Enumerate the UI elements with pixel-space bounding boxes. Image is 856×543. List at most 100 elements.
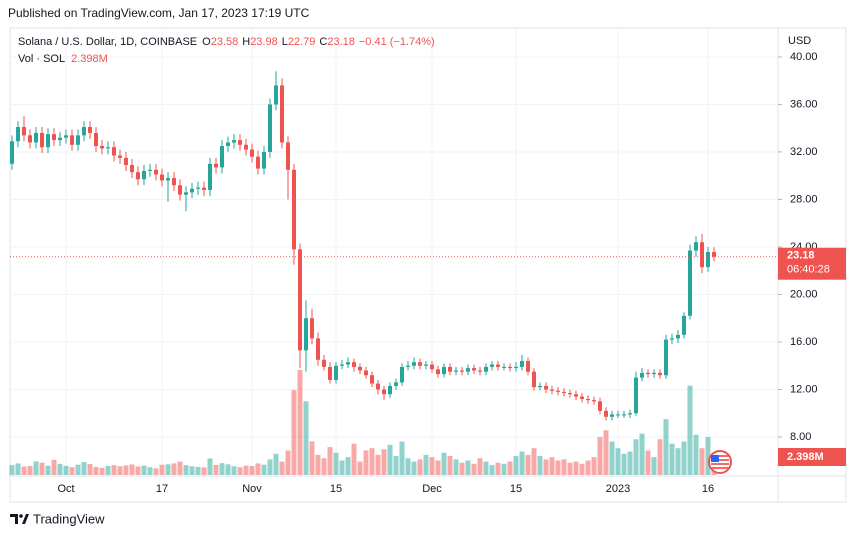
volume-bar (201, 467, 207, 475)
candle-body (586, 398, 590, 401)
candle-body (412, 362, 416, 366)
volume-bar (345, 457, 351, 475)
candle-body (250, 149, 254, 157)
candle-body (322, 359, 326, 367)
candle-body (130, 165, 134, 173)
candle-body (244, 144, 248, 150)
candle-body (580, 396, 584, 399)
candle-body (640, 372, 644, 378)
volume-bar (249, 466, 255, 475)
volume-bar (219, 463, 225, 475)
volume-bar (9, 464, 15, 475)
volume-bar (633, 439, 639, 475)
candle-body (370, 375, 374, 384)
candle-body (508, 366, 512, 369)
candle-body (280, 85, 284, 143)
grid (10, 28, 778, 476)
candle-body (694, 242, 698, 251)
x-tick-label: Oct (57, 483, 74, 495)
volume-bar (225, 464, 231, 475)
volume-bar (105, 466, 111, 475)
volume-bar (297, 370, 303, 475)
volume-bar (513, 456, 519, 475)
volume-bar (195, 466, 201, 475)
countdown-label: 06:40:28 (787, 264, 830, 276)
volume-bar (357, 461, 363, 475)
volume-bar (111, 465, 117, 475)
candle-body (88, 127, 92, 133)
candle-body (46, 134, 50, 148)
candle-body (562, 391, 566, 394)
volume-title: Vol · SOL (18, 53, 65, 65)
volume-bar (681, 441, 687, 475)
volume-bar (501, 463, 507, 475)
y-tick-label: 32.00 (790, 146, 818, 158)
candle-body (520, 360, 524, 367)
volume-bar (39, 462, 45, 475)
x-tick-label: Dec (422, 483, 442, 495)
candle-body (706, 251, 710, 268)
volume-bar (75, 464, 81, 475)
volume-bar (267, 459, 273, 475)
volume-bar (543, 459, 549, 475)
volume-bar (435, 460, 441, 475)
volume-bar (567, 462, 573, 475)
volume-box-label: 2.398M (787, 451, 824, 463)
candle-body (670, 338, 674, 340)
candle-body (172, 178, 176, 186)
candle-body (184, 192, 188, 195)
volume-bar (285, 450, 291, 475)
candle-body (340, 364, 344, 366)
volume-bar (327, 447, 333, 475)
last-price-label: 23.18 (787, 250, 815, 262)
candle-body (232, 140, 236, 143)
volume-bar (27, 466, 33, 475)
candle-body (292, 169, 296, 250)
candle-body (256, 156, 260, 169)
candle-body (304, 318, 308, 351)
volume-bar (471, 463, 477, 475)
candle-body (190, 188, 194, 193)
volume-bar (81, 462, 87, 475)
volume-bar (399, 441, 405, 475)
flag-icon (708, 450, 732, 474)
volume-bar (375, 454, 381, 475)
candle-body (178, 185, 182, 195)
candle-body (502, 366, 506, 368)
candle-body (490, 364, 494, 367)
volume-bar (381, 449, 387, 475)
volume-bar (405, 458, 411, 475)
candle-body (538, 385, 542, 388)
candle-body (328, 366, 332, 380)
volume-bar (141, 465, 147, 475)
volume-bar (171, 463, 177, 475)
volume-bar (93, 466, 99, 475)
volume-bar (117, 466, 123, 475)
volume-bar (591, 457, 597, 475)
volume-bar (315, 454, 321, 475)
y-tick-label: 16.00 (790, 336, 818, 348)
ohlc-label: L (282, 36, 288, 48)
candle-body (82, 127, 86, 136)
candle-body (604, 410, 608, 417)
candle-body (52, 134, 56, 141)
candle-body (466, 368, 470, 372)
candle-body (652, 372, 656, 375)
volume-bar (537, 456, 543, 475)
y-tick-label: 20.00 (790, 288, 818, 300)
volume-bar (63, 465, 69, 475)
candle-body (382, 389, 386, 395)
volume-bar (57, 463, 63, 475)
volume-bar (573, 461, 579, 475)
volume-bar (657, 439, 663, 475)
ohlc-value: 23.98 (250, 36, 278, 48)
volume-bar (147, 467, 153, 475)
volume-bar (507, 461, 513, 475)
y-tick-label: 28.00 (790, 193, 818, 205)
candle-body (10, 141, 14, 164)
logo (10, 514, 29, 524)
volume-bar (441, 452, 447, 475)
volume-bar (123, 465, 129, 475)
candle-body (196, 187, 200, 189)
